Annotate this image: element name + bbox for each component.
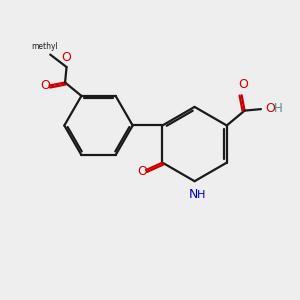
Text: O: O xyxy=(138,165,147,178)
Text: O: O xyxy=(40,79,50,92)
Text: H: H xyxy=(197,190,205,200)
Text: O: O xyxy=(265,102,275,115)
Text: N: N xyxy=(188,188,198,201)
Text: H: H xyxy=(274,102,283,115)
Text: O: O xyxy=(238,78,248,91)
Text: methyl: methyl xyxy=(32,42,58,51)
Text: O: O xyxy=(61,51,71,64)
